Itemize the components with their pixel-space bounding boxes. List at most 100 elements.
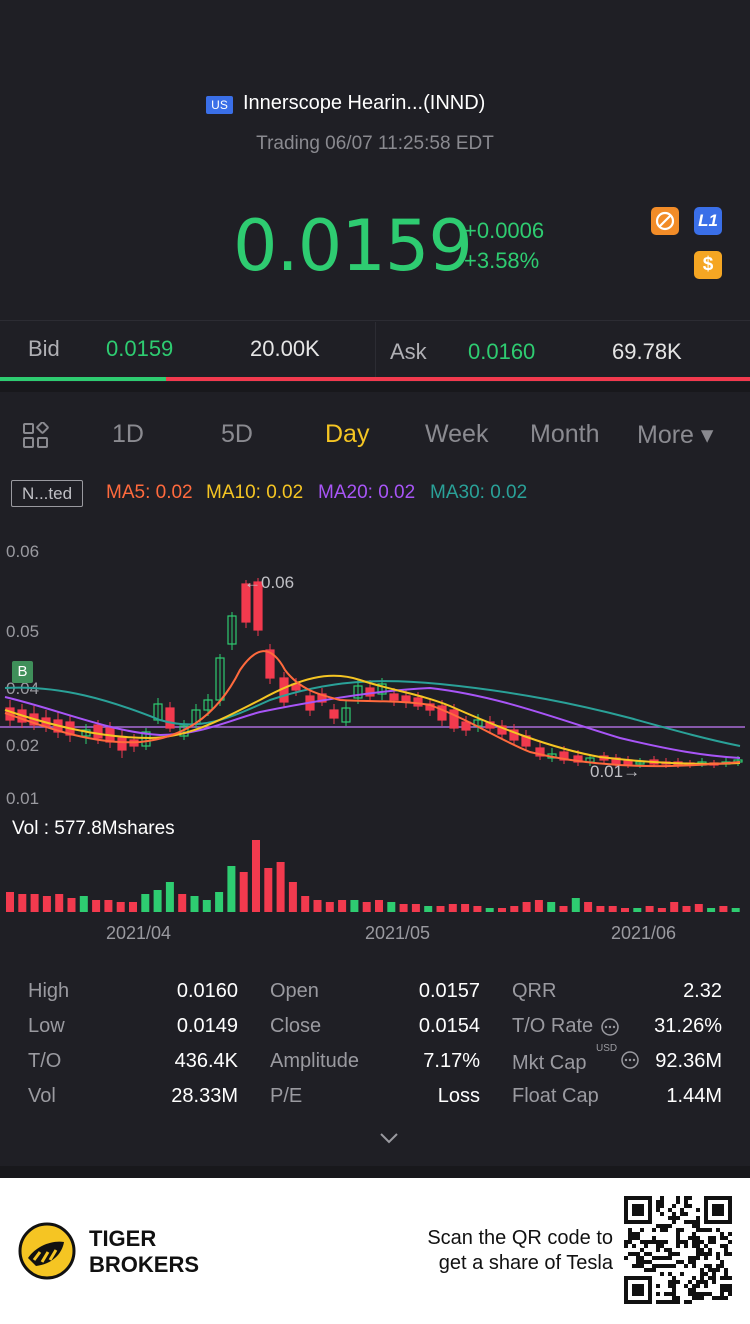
volume-bar bbox=[731, 908, 740, 912]
candle-body bbox=[437, 705, 447, 721]
stat-vol-label: Vol bbox=[28, 1085, 56, 1107]
volume-bar bbox=[362, 902, 371, 912]
volume-bar bbox=[227, 866, 236, 912]
ma5-value: MA5: 0.02 bbox=[106, 482, 193, 503]
volume-bar bbox=[92, 900, 101, 912]
volume-bar bbox=[473, 906, 482, 912]
volume-bar bbox=[153, 890, 162, 912]
volume-bar bbox=[288, 882, 297, 912]
tab-month[interactable]: Month bbox=[530, 420, 600, 448]
price-change: +0.0006 bbox=[464, 218, 545, 243]
volume-bar bbox=[325, 902, 334, 912]
volume-bar bbox=[6, 892, 14, 912]
candle-body bbox=[341, 707, 351, 723]
qr-code-icon[interactable] bbox=[624, 1196, 732, 1309]
stat-low-label: Low bbox=[28, 1015, 65, 1037]
ma10-line bbox=[4, 674, 741, 765]
promo-line2: get a share of Tesla bbox=[438, 1252, 613, 1274]
candle-body bbox=[227, 615, 237, 645]
tab-5d[interactable]: 5D bbox=[221, 420, 253, 448]
candle-body bbox=[389, 693, 399, 701]
stock-title[interactable]: Innerscope Hearin...(INND) bbox=[243, 92, 486, 114]
grid-menu-icon[interactable] bbox=[22, 421, 50, 455]
stat-amplitude-value: 7.17% bbox=[423, 1050, 480, 1072]
promo-line1: Scan the QR code to bbox=[427, 1227, 613, 1249]
mktcap-info-icon[interactable] bbox=[620, 1050, 640, 1075]
volume-bar bbox=[350, 900, 359, 912]
tab-more[interactable]: More ▾ bbox=[637, 421, 714, 449]
tab-week[interactable]: Week bbox=[425, 420, 489, 448]
volume-label: Vol : 577.8Mshares bbox=[12, 818, 175, 839]
volume-bar bbox=[202, 900, 211, 912]
section-separator bbox=[0, 382, 750, 392]
bid-ask-divider bbox=[375, 322, 376, 377]
volume-bar bbox=[682, 906, 691, 912]
chevron-down-icon[interactable] bbox=[378, 1130, 400, 1151]
ma10-value: MA10: 0.02 bbox=[206, 482, 304, 503]
volume-bar bbox=[547, 902, 556, 912]
torate-info-icon[interactable] bbox=[600, 1017, 620, 1042]
candlestick-chart[interactable]: 0.01→ ←0.06 bbox=[0, 560, 750, 920]
volume-bar bbox=[448, 904, 457, 912]
stat-to-label: T/O bbox=[28, 1050, 62, 1072]
candle-group bbox=[5, 578, 743, 768]
ask-size: 69.78K bbox=[612, 339, 682, 364]
volume-bar bbox=[670, 902, 679, 912]
volume-bar bbox=[178, 894, 187, 912]
volume-bar bbox=[338, 900, 347, 912]
ask-label: Ask bbox=[390, 339, 427, 364]
stat-close-label: Close bbox=[270, 1015, 322, 1037]
candle-body bbox=[241, 583, 251, 623]
volume-bar bbox=[424, 906, 433, 912]
candle-body bbox=[401, 695, 411, 703]
no-entry-icon[interactable] bbox=[651, 207, 679, 235]
footer-separator bbox=[0, 1166, 750, 1178]
stat-pe-value: Loss bbox=[437, 1085, 480, 1107]
volume-bar bbox=[165, 882, 174, 912]
stat-high-value: 0.0160 bbox=[176, 980, 238, 1002]
volume-bar bbox=[584, 902, 593, 912]
ma30-value: MA30: 0.02 bbox=[430, 482, 528, 503]
ma30-line bbox=[4, 680, 741, 747]
volume-bar bbox=[707, 908, 716, 912]
volume-bar bbox=[42, 896, 51, 912]
brand-line1: TIGER bbox=[89, 1226, 157, 1251]
candle-body bbox=[377, 683, 387, 695]
last-price: 0.0159 bbox=[233, 205, 473, 287]
volume-bar bbox=[116, 902, 125, 912]
volume-bar bbox=[719, 906, 728, 912]
buy-marker[interactable]: B bbox=[12, 661, 33, 683]
volume-bar bbox=[79, 896, 88, 912]
candle-body bbox=[203, 699, 213, 711]
stat-vol-value: 28.33M bbox=[171, 1085, 238, 1107]
x-tick-2021-06: 2021/06 bbox=[611, 923, 677, 943]
trading-status: Trading 06/07 11:25:58 EDT bbox=[256, 133, 494, 154]
stat-mktcap-label: Mkt Cap bbox=[512, 1052, 587, 1074]
volume-bar bbox=[67, 898, 76, 912]
stat-low-value: 0.0149 bbox=[176, 1015, 238, 1037]
volume-bar bbox=[694, 904, 703, 912]
tab-day[interactable]: Day bbox=[325, 420, 370, 448]
candle-body bbox=[165, 707, 175, 729]
volume-bar bbox=[498, 908, 506, 912]
tab-1d[interactable]: 1D bbox=[112, 420, 144, 448]
adjust-mode-button[interactable]: N...ted bbox=[11, 480, 83, 507]
tiger-logo-icon bbox=[18, 1222, 76, 1285]
ask-price: 0.0160 bbox=[468, 339, 536, 364]
volume-bar bbox=[485, 908, 494, 912]
volume-bar bbox=[399, 904, 408, 912]
stat-pe-label: P/E bbox=[270, 1085, 303, 1107]
volume-bar bbox=[276, 862, 285, 912]
candle-body bbox=[253, 581, 263, 631]
volume-bar bbox=[534, 900, 543, 912]
low-price-label: 0.01→ bbox=[590, 762, 640, 781]
volume-bar bbox=[190, 896, 199, 912]
volume-bar bbox=[55, 894, 64, 912]
candle-body bbox=[509, 729, 519, 741]
ma20-value: MA20: 0.02 bbox=[318, 482, 416, 503]
level1-icon[interactable]: L1 bbox=[694, 207, 722, 235]
candle-body bbox=[449, 709, 459, 729]
ma5-line bbox=[4, 650, 741, 768]
dollar-icon[interactable]: $ bbox=[694, 251, 722, 279]
volume-bar bbox=[215, 892, 224, 912]
